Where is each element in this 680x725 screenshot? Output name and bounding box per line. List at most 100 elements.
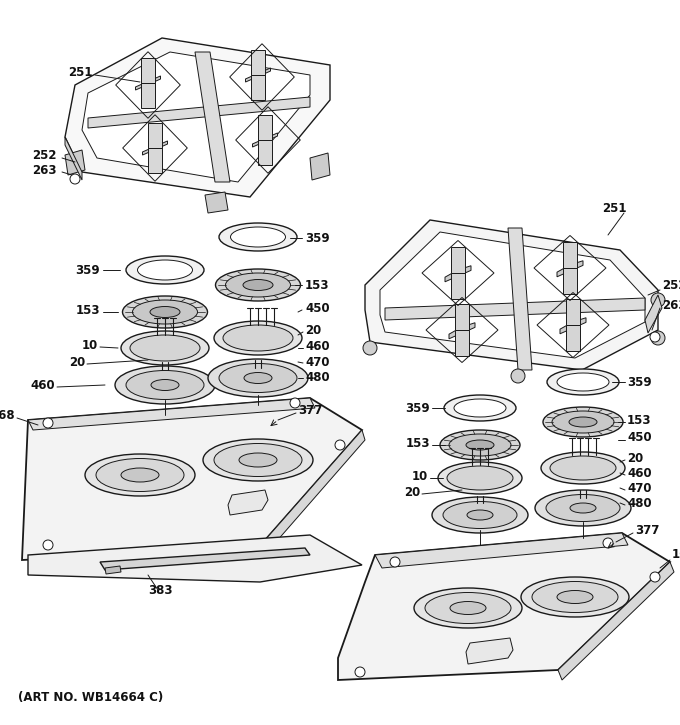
Ellipse shape <box>546 494 620 521</box>
Ellipse shape <box>126 370 204 399</box>
Ellipse shape <box>115 366 215 404</box>
Polygon shape <box>258 115 272 140</box>
Ellipse shape <box>150 307 180 318</box>
Polygon shape <box>88 97 310 128</box>
Polygon shape <box>143 146 155 155</box>
Polygon shape <box>462 323 475 333</box>
Ellipse shape <box>214 444 302 476</box>
Ellipse shape <box>447 466 513 490</box>
Polygon shape <box>258 140 272 165</box>
Ellipse shape <box>226 273 290 297</box>
Text: 470: 470 <box>627 481 651 494</box>
Text: 168: 168 <box>0 408 15 421</box>
Polygon shape <box>205 192 228 213</box>
Polygon shape <box>141 83 155 108</box>
Text: 359: 359 <box>627 376 651 389</box>
Polygon shape <box>228 490 268 515</box>
Ellipse shape <box>550 456 616 480</box>
Circle shape <box>355 667 365 677</box>
Text: 460: 460 <box>627 466 651 479</box>
Circle shape <box>363 341 377 355</box>
Text: 251: 251 <box>68 65 92 78</box>
Text: 251: 251 <box>602 202 626 215</box>
Ellipse shape <box>552 411 614 433</box>
Polygon shape <box>338 533 670 680</box>
Text: (ART NO. WB14664 C): (ART NO. WB14664 C) <box>18 692 163 705</box>
Polygon shape <box>563 242 577 268</box>
Circle shape <box>511 369 525 383</box>
Ellipse shape <box>532 581 618 613</box>
Ellipse shape <box>231 227 286 247</box>
Polygon shape <box>385 298 645 320</box>
Text: 153: 153 <box>75 304 100 317</box>
Ellipse shape <box>443 502 517 529</box>
Text: 359: 359 <box>305 231 330 244</box>
Ellipse shape <box>122 296 207 328</box>
Circle shape <box>43 540 53 550</box>
Polygon shape <box>557 265 570 277</box>
Polygon shape <box>155 141 167 149</box>
Circle shape <box>603 538 613 548</box>
Text: 377: 377 <box>298 404 322 416</box>
Text: 20: 20 <box>627 452 643 465</box>
Circle shape <box>651 293 665 307</box>
Polygon shape <box>451 273 465 299</box>
Text: 252: 252 <box>662 278 680 291</box>
Ellipse shape <box>547 369 619 395</box>
Ellipse shape <box>440 430 520 460</box>
Polygon shape <box>265 133 277 141</box>
Circle shape <box>650 572 660 582</box>
Polygon shape <box>570 261 583 271</box>
Polygon shape <box>458 266 471 276</box>
Text: 20: 20 <box>305 323 321 336</box>
Polygon shape <box>445 270 458 282</box>
Ellipse shape <box>216 269 301 301</box>
Polygon shape <box>365 220 658 370</box>
Ellipse shape <box>137 260 192 280</box>
Ellipse shape <box>203 439 313 481</box>
Circle shape <box>70 174 80 184</box>
Ellipse shape <box>466 440 494 450</box>
Ellipse shape <box>126 256 204 284</box>
Ellipse shape <box>223 325 293 351</box>
Circle shape <box>651 331 665 345</box>
Ellipse shape <box>219 223 297 251</box>
Polygon shape <box>466 638 513 664</box>
Polygon shape <box>251 75 265 100</box>
Text: 460: 460 <box>31 378 55 392</box>
Text: 450: 450 <box>627 431 651 444</box>
Polygon shape <box>22 398 362 560</box>
Text: 377: 377 <box>635 523 660 536</box>
Text: 480: 480 <box>627 497 651 510</box>
Ellipse shape <box>208 359 308 397</box>
Polygon shape <box>449 327 462 339</box>
Ellipse shape <box>214 321 302 355</box>
Polygon shape <box>451 247 465 273</box>
Polygon shape <box>245 73 258 82</box>
Ellipse shape <box>449 434 511 456</box>
Polygon shape <box>563 268 577 294</box>
Ellipse shape <box>96 458 184 492</box>
Ellipse shape <box>130 335 200 361</box>
Ellipse shape <box>151 379 179 391</box>
Polygon shape <box>28 398 315 430</box>
Ellipse shape <box>425 592 511 624</box>
Polygon shape <box>251 50 265 75</box>
Text: 460: 460 <box>305 339 330 352</box>
Circle shape <box>43 418 53 428</box>
Polygon shape <box>28 535 362 582</box>
Polygon shape <box>258 430 365 558</box>
Text: 153: 153 <box>405 436 430 450</box>
Ellipse shape <box>244 373 272 384</box>
Ellipse shape <box>414 588 522 628</box>
Polygon shape <box>195 52 230 182</box>
Ellipse shape <box>570 503 596 513</box>
Ellipse shape <box>444 395 516 421</box>
Ellipse shape <box>557 373 609 391</box>
Text: 10: 10 <box>412 470 428 483</box>
Polygon shape <box>558 562 674 680</box>
Polygon shape <box>560 322 573 334</box>
Polygon shape <box>566 299 580 325</box>
Text: 263: 263 <box>662 299 680 312</box>
Ellipse shape <box>432 497 528 533</box>
